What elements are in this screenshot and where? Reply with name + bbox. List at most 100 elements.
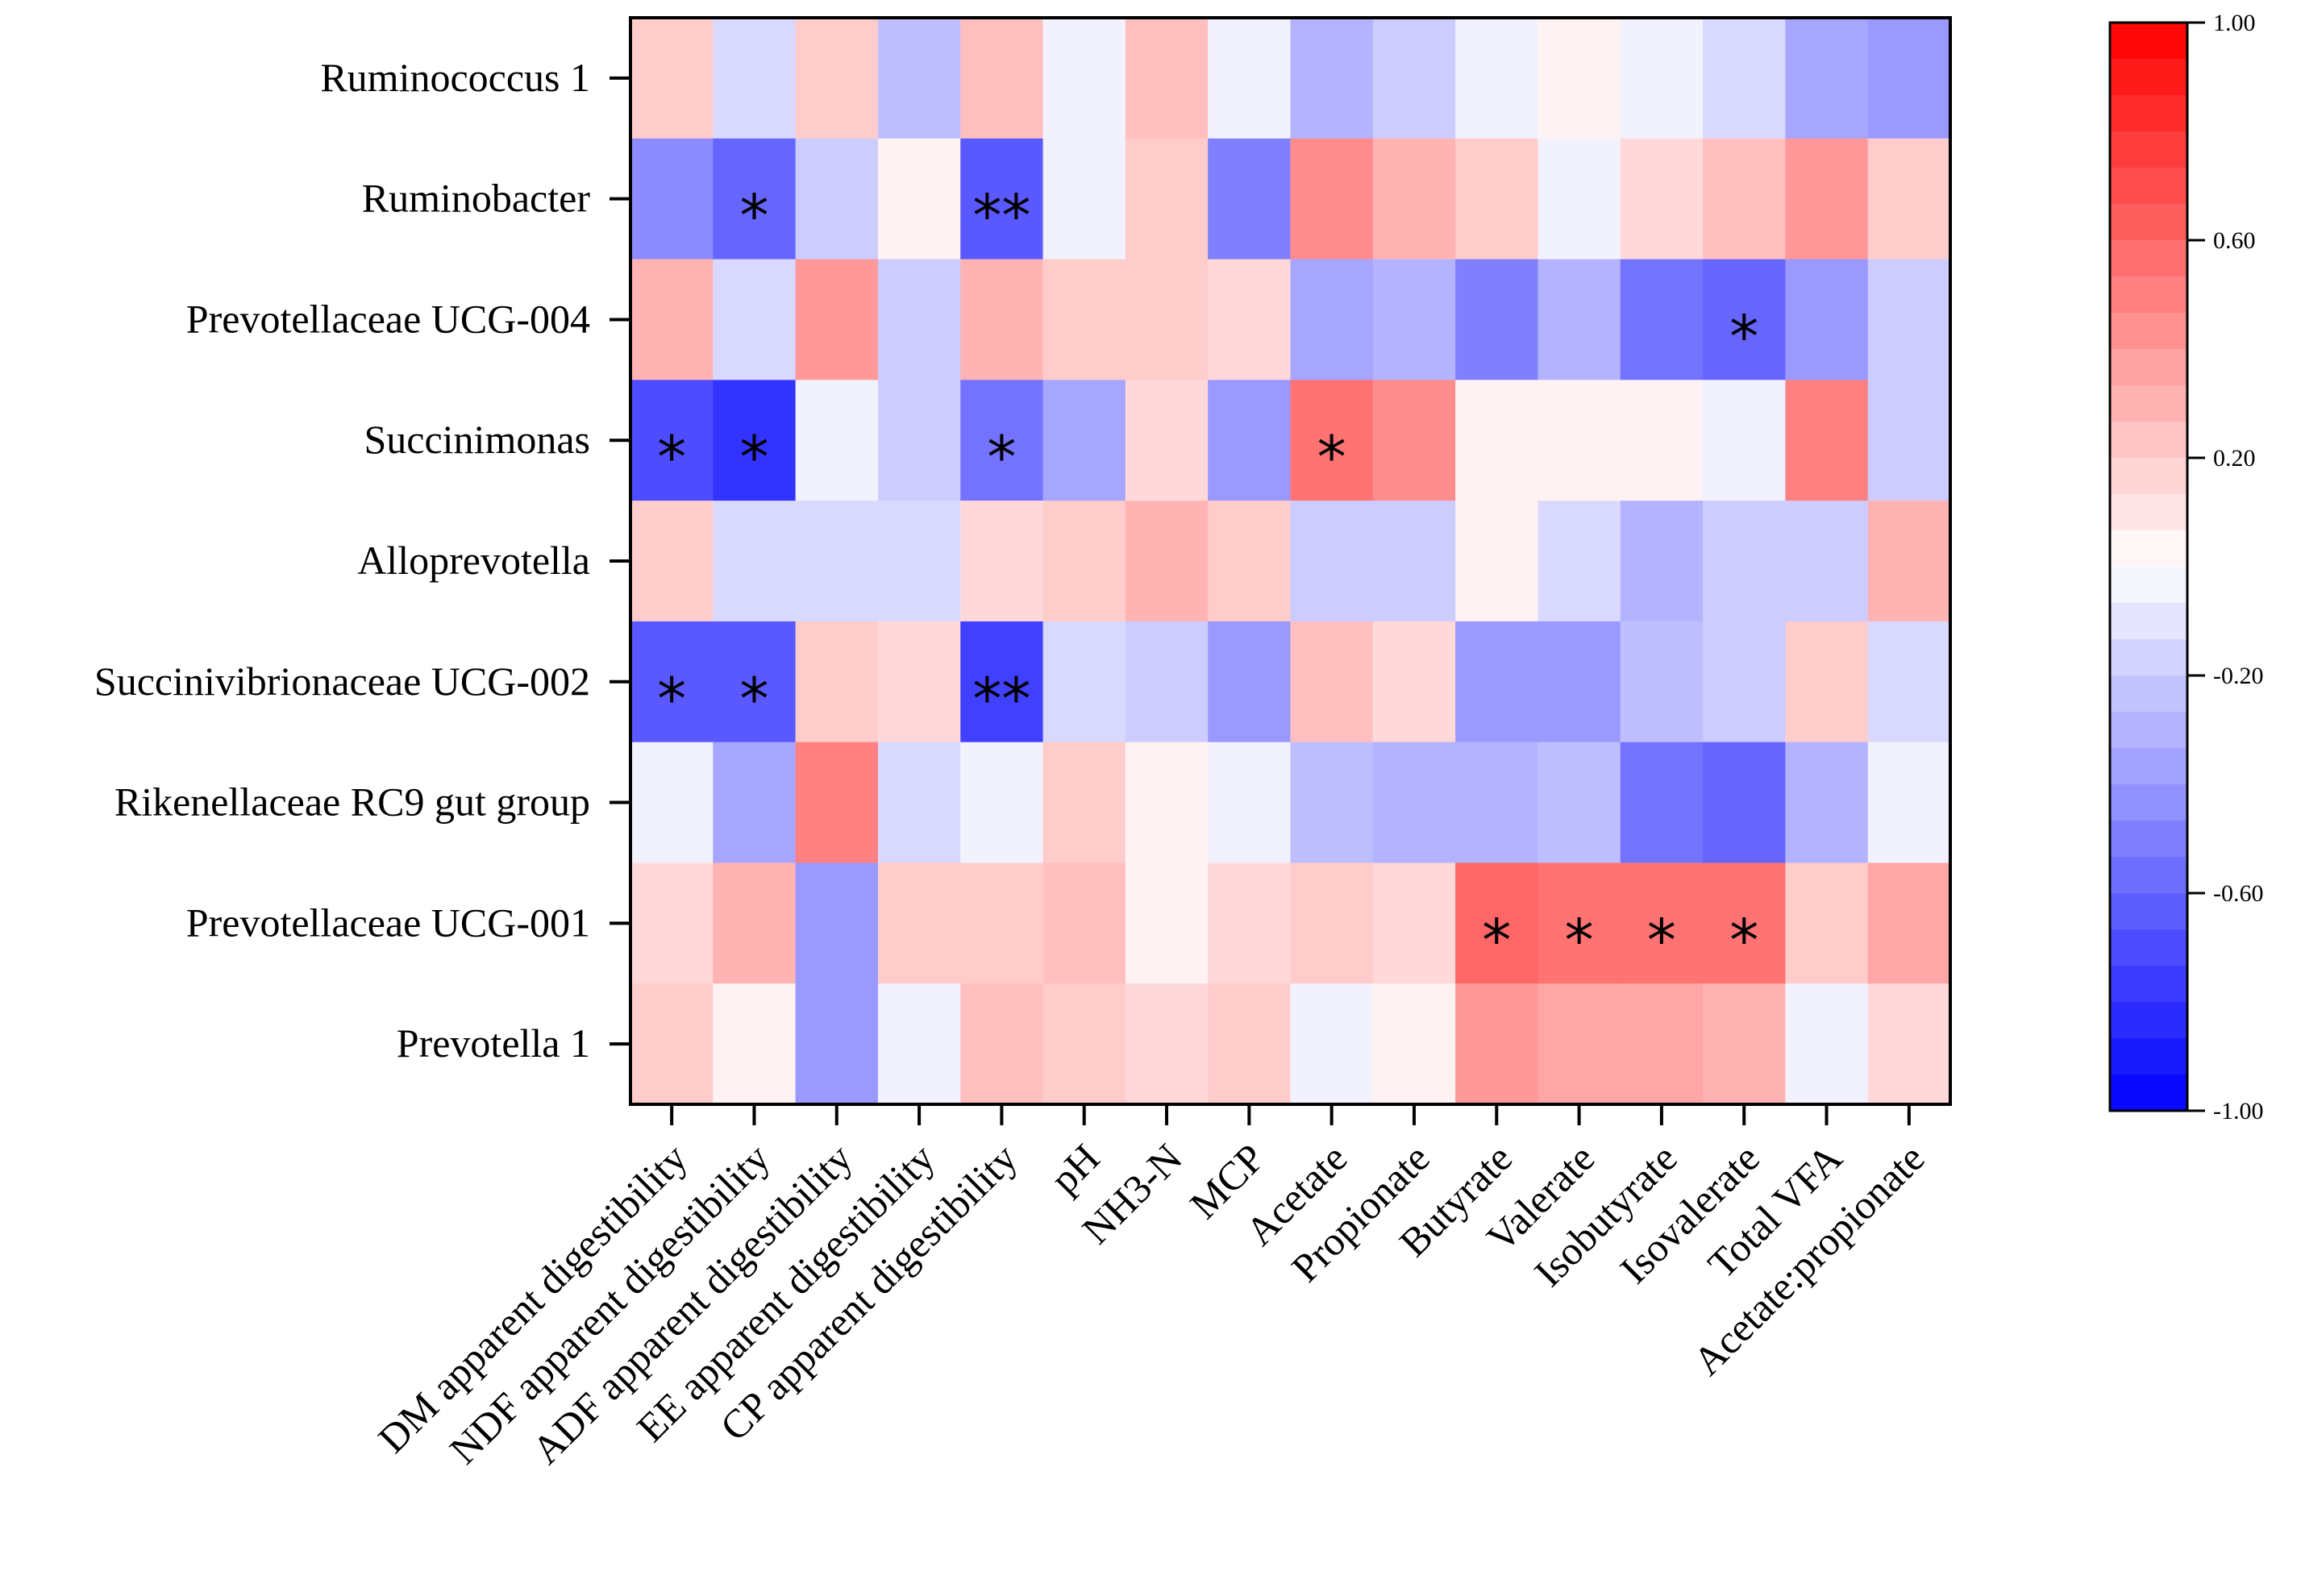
- heatmap-cell-ruminococcus-1-nh3-n: [1125, 18, 1209, 139]
- heatmap-cell-succinivibrionaceae-ucg-002-acetate-propionate: [1867, 621, 1951, 743]
- heatmap-cell-ruminobacter-valerate: [1537, 138, 1621, 260]
- heatmap-cell-succinivibrionaceae-ucg-002-ee-apparent-digestibility: [877, 621, 961, 743]
- significance-marker-prevotellaceae-ucg-001-isobutyrate: *: [1647, 906, 1676, 974]
- row-label-prevotella-1: Prevotella 1: [397, 1020, 590, 1066]
- heatmap-cell-ruminobacter-cp-apparent-digestibility: [960, 138, 1044, 260]
- legend-color-step: [2110, 1002, 2187, 1039]
- heatmap-cell-succinivibrionaceae-ucg-002-total-vfa: [1785, 621, 1869, 743]
- heatmap-cell-succinivibrionaceae-ucg-002-cp-apparent-digestibility: [960, 621, 1044, 743]
- heatmap-cell-prevotellaceae-ucg-004-acetate-propionate: [1867, 259, 1951, 380]
- heatmap-cell-prevotella-1-adf-apparent-digestibility: [795, 983, 879, 1105]
- heatmap-cell-prevotellaceae-ucg-004-propionate: [1372, 259, 1456, 380]
- heatmap-cell-ruminococcus-1-valerate: [1537, 18, 1621, 139]
- significance-marker-prevotellaceae-ucg-001-valerate: *: [1565, 906, 1594, 974]
- heatmap-cell-ruminobacter-ndf-apparent-digestibility: [713, 138, 797, 260]
- legend-color-step: [2110, 276, 2187, 314]
- heatmap-cell-prevotellaceae-ucg-001-ee-apparent-digestibility: [877, 862, 961, 984]
- heatmap-cell-alloprevotella-acetate-propionate: [1867, 501, 1951, 622]
- legend-tick-label: 0.20: [2213, 445, 2256, 472]
- heatmap-cell-alloprevotella-total-vfa: [1785, 501, 1869, 622]
- heatmap-cell-ruminobacter-mcp: [1208, 138, 1292, 260]
- heatmap-cell-alloprevotella-ndf-apparent-digestibility: [713, 501, 797, 622]
- heatmap-cell-ruminobacter-ph: [1042, 138, 1126, 260]
- heatmap-cell-succinivibrionaceae-ucg-002-valerate: [1537, 621, 1621, 743]
- significance-marker-succinimonas-acetate: *: [1317, 423, 1346, 491]
- legend-color-step: [2110, 204, 2187, 241]
- heatmap-cell-succinimonas-isovalerate: [1703, 380, 1786, 501]
- significance-marker-succinimonas-cp-apparent-digestibility: *: [987, 423, 1016, 491]
- heatmap-cell-succinimonas-nh3-n: [1125, 380, 1209, 501]
- heatmap-cell-alloprevotella-propionate: [1372, 501, 1456, 622]
- legend-color-step: [2110, 313, 2187, 350]
- heatmap-cell-prevotellaceae-ucg-004-ph: [1042, 259, 1126, 380]
- row-label-prevotellaceae-ucg-001: Prevotellaceae UCG-001: [186, 900, 590, 945]
- heatmap-cell-succinivibrionaceae-ucg-002-isobutyrate: [1620, 621, 1704, 743]
- heatmap-cell-prevotellaceae-ucg-001-ph: [1042, 862, 1126, 984]
- heatmap-cell-alloprevotella-ee-apparent-digestibility: [877, 501, 961, 622]
- heatmap-cell-ruminococcus-1-acetate-propionate: [1867, 18, 1951, 139]
- heatmap-cell-rikenellaceae-rc9-gut-group-ndf-apparent-digestibility: [713, 742, 797, 864]
- legend-color-step: [2110, 821, 2187, 858]
- heatmap-cell-ruminococcus-1-adf-apparent-digestibility: [795, 18, 879, 139]
- heatmap-cell-succinimonas-adf-apparent-digestibility: [795, 380, 879, 501]
- heatmap-cell-prevotellaceae-ucg-001-butyrate: [1455, 862, 1539, 984]
- heatmap-cell-prevotellaceae-ucg-001-mcp: [1208, 862, 1292, 984]
- heatmap-cell-ruminococcus-1-mcp: [1208, 18, 1292, 139]
- heatmap-cell-prevotellaceae-ucg-001-isovalerate: [1703, 862, 1786, 984]
- heatmap-cell-alloprevotella-isovalerate: [1703, 501, 1786, 622]
- heatmap-cell-ruminococcus-1-butyrate: [1455, 18, 1539, 139]
- legend-tick-label: 1.00: [2213, 10, 2256, 36]
- heatmap-cell-ruminococcus-1-dm-apparent-digestibility: [630, 18, 714, 139]
- heatmap-cell-ruminococcus-1-ndf-apparent-digestibility: [713, 18, 797, 139]
- legend-color-step: [2110, 929, 2187, 966]
- legend-color-step: [2110, 857, 2187, 894]
- significance-markers: * **** * * ** * *** * * *: [657, 182, 1758, 975]
- heatmap-cell-succinimonas-butyrate: [1455, 380, 1539, 501]
- heatmap-cell-prevotella-1-dm-apparent-digestibility: [630, 983, 714, 1105]
- legend-frame: [2108, 21, 2189, 1112]
- row-labels: Ruminococcus 1 Ruminobacter Prevotellaceae…: [94, 55, 630, 1066]
- legend-color-step: [2110, 458, 2187, 495]
- heatmap-cell-rikenellaceae-rc9-gut-group-adf-apparent-digestibility: [795, 742, 879, 864]
- legend-tick-label: 0.60: [2213, 227, 2256, 254]
- column-label-adf-apparent-digestibility: ADF apparent digestibility: [523, 1135, 861, 1473]
- heatmap-cell-prevotella-1-ee-apparent-digestibility: [877, 983, 961, 1105]
- heatmap-cell-succinimonas-acetate: [1290, 380, 1374, 501]
- row-label-succinivibrionaceae-ucg-002: Succinivibrionaceae UCG-002: [94, 659, 590, 704]
- heatmap-cell-succinivibrionaceae-ucg-002-nh3-n: [1125, 621, 1209, 743]
- heatmap-cell-alloprevotella-acetate: [1290, 501, 1374, 622]
- heatmap-cell-ruminococcus-1-ee-apparent-digestibility: [877, 18, 961, 139]
- heatmap-cell-succinimonas-acetate-propionate: [1867, 380, 1951, 501]
- heatmap-cell-prevotellaceae-ucg-004-cp-apparent-digestibility: [960, 259, 1044, 380]
- heatmap-cell-rikenellaceae-rc9-gut-group-ph: [1042, 742, 1126, 864]
- legend-color-step: [2110, 168, 2187, 205]
- heatmap-cell-prevotellaceae-ucg-001-acetate: [1290, 862, 1374, 984]
- heatmap-cell-prevotellaceae-ucg-001-adf-apparent-digestibility: [795, 862, 879, 984]
- column-label-ph: pH: [1042, 1135, 1109, 1202]
- significance-marker-prevotellaceae-ucg-001-isovalerate: *: [1729, 906, 1758, 974]
- heatmap-cell-prevotellaceae-ucg-001-valerate: [1537, 862, 1621, 984]
- legend-color-step: [2110, 893, 2187, 930]
- heatmap-cell-alloprevotella-nh3-n: [1125, 501, 1209, 622]
- legend-color-step: [2110, 1038, 2187, 1075]
- heatmap-cell-rikenellaceae-rc9-gut-group-isovalerate: [1703, 742, 1786, 864]
- legend-color-step: [2110, 784, 2187, 821]
- heatmap-cell-rikenellaceae-rc9-gut-group-acetate: [1290, 742, 1374, 864]
- heatmap-cell-alloprevotella-isobutyrate: [1620, 501, 1704, 622]
- heatmap-cell-succinivibrionaceae-ucg-002-propionate: [1372, 621, 1456, 743]
- significance-marker-succinivibrionaceae-ucg-002-ndf-apparent-digestibility: *: [739, 665, 768, 733]
- heatmap-cell-ruminobacter-acetate-propionate: [1867, 138, 1951, 260]
- heatmap-cell-ruminobacter-acetate: [1290, 138, 1374, 260]
- heatmap-cell-prevotella-1-propionate: [1372, 983, 1456, 1105]
- legend-color-step: [2110, 1074, 2187, 1112]
- legend-tick-label: -0.20: [2213, 663, 2264, 689]
- heatmap-cell-prevotellaceae-ucg-004-isovalerate: [1703, 259, 1786, 380]
- significance-marker-prevotellaceae-ucg-001-butyrate: *: [1482, 906, 1511, 974]
- heatmap-cell-prevotellaceae-ucg-004-valerate: [1537, 259, 1621, 380]
- legend-color-step: [2110, 240, 2187, 277]
- heatmap-cell-succinimonas-dm-apparent-digestibility: [630, 380, 714, 501]
- heatmap-cell-prevotella-1-mcp: [1208, 983, 1292, 1105]
- heatmap-cell-succinimonas-ee-apparent-digestibility: [877, 380, 961, 501]
